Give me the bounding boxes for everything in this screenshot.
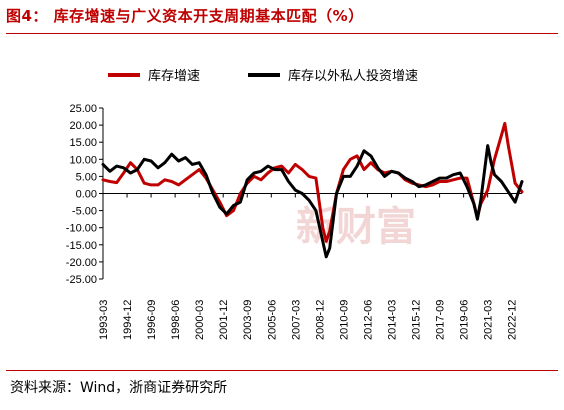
x-tick-label: 2008-12 <box>314 300 326 340</box>
x-tick-label: 2000-03 <box>194 300 206 340</box>
series-layer <box>101 121 524 259</box>
x-tick-label: 2021-03 <box>483 300 495 340</box>
x-tick-label: 2010-09 <box>338 300 350 340</box>
source-note: 资料来源：Wind，浙商证券研究所 <box>10 380 228 396</box>
x-tick-label: 2007-03 <box>290 300 302 340</box>
x-tick-label: 2012-06 <box>362 300 374 340</box>
y-tick-label: -10.00 <box>66 223 97 235</box>
x-tick-label: 2019-06 <box>459 300 471 340</box>
y-tick-label: -20.00 <box>66 257 97 269</box>
x-tick-label: 2017-09 <box>435 300 447 340</box>
series-line <box>101 144 524 259</box>
y-tick-label: -15.00 <box>66 240 97 252</box>
chart-legend: 库存增速 库存以外私人投资增速 <box>108 68 418 84</box>
x-tick-label: 1998-06 <box>170 300 182 340</box>
title-divider <box>6 33 558 34</box>
x-tick-label: 2001-12 <box>218 300 230 340</box>
y-tick-label: -25.00 <box>66 274 97 286</box>
y-tick-label: 10.00 <box>69 154 97 166</box>
x-tick-label: 2005-06 <box>266 300 278 340</box>
x-tick-label: 2003-09 <box>242 300 254 340</box>
y-tick-label: -5.00 <box>72 206 97 218</box>
footer-divider <box>6 370 558 371</box>
x-tick-label: 1994-12 <box>122 300 134 340</box>
x-tick-label: 2022-12 <box>507 300 519 340</box>
y-tick-label: 25.00 <box>69 103 97 115</box>
chart-title: 图4： 库存增速与广义资本开支周期基本匹配（%） <box>6 7 364 25</box>
axes: 25.00 20.00 15.00 10.00 5.00 0.00 -5.00 -10.00 -… <box>66 103 522 340</box>
x-tick-label: 2014-03 <box>386 300 398 340</box>
line-chart: 新财富 库存增速 库存以外私人投资增速 25.0020.0015.0010.005… <box>66 68 524 340</box>
y-tick-label: 15.00 <box>69 137 97 149</box>
y-tick-label: 0.00 <box>76 189 97 201</box>
x-tick-label: 1996-09 <box>146 300 158 340</box>
y-tick-label: 20.00 <box>69 120 97 132</box>
x-tick-label: 1993-03 <box>98 300 110 340</box>
y-tick-label: 5.00 <box>76 171 97 183</box>
legend-label: 库存增速 <box>148 68 200 84</box>
legend-label: 库存以外私人投资增速 <box>288 68 418 84</box>
x-tick-label: 2015-12 <box>411 300 423 340</box>
